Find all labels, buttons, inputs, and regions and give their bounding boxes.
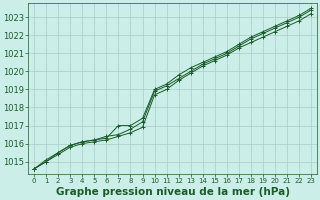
X-axis label: Graphe pression niveau de la mer (hPa): Graphe pression niveau de la mer (hPa) bbox=[56, 187, 290, 197]
